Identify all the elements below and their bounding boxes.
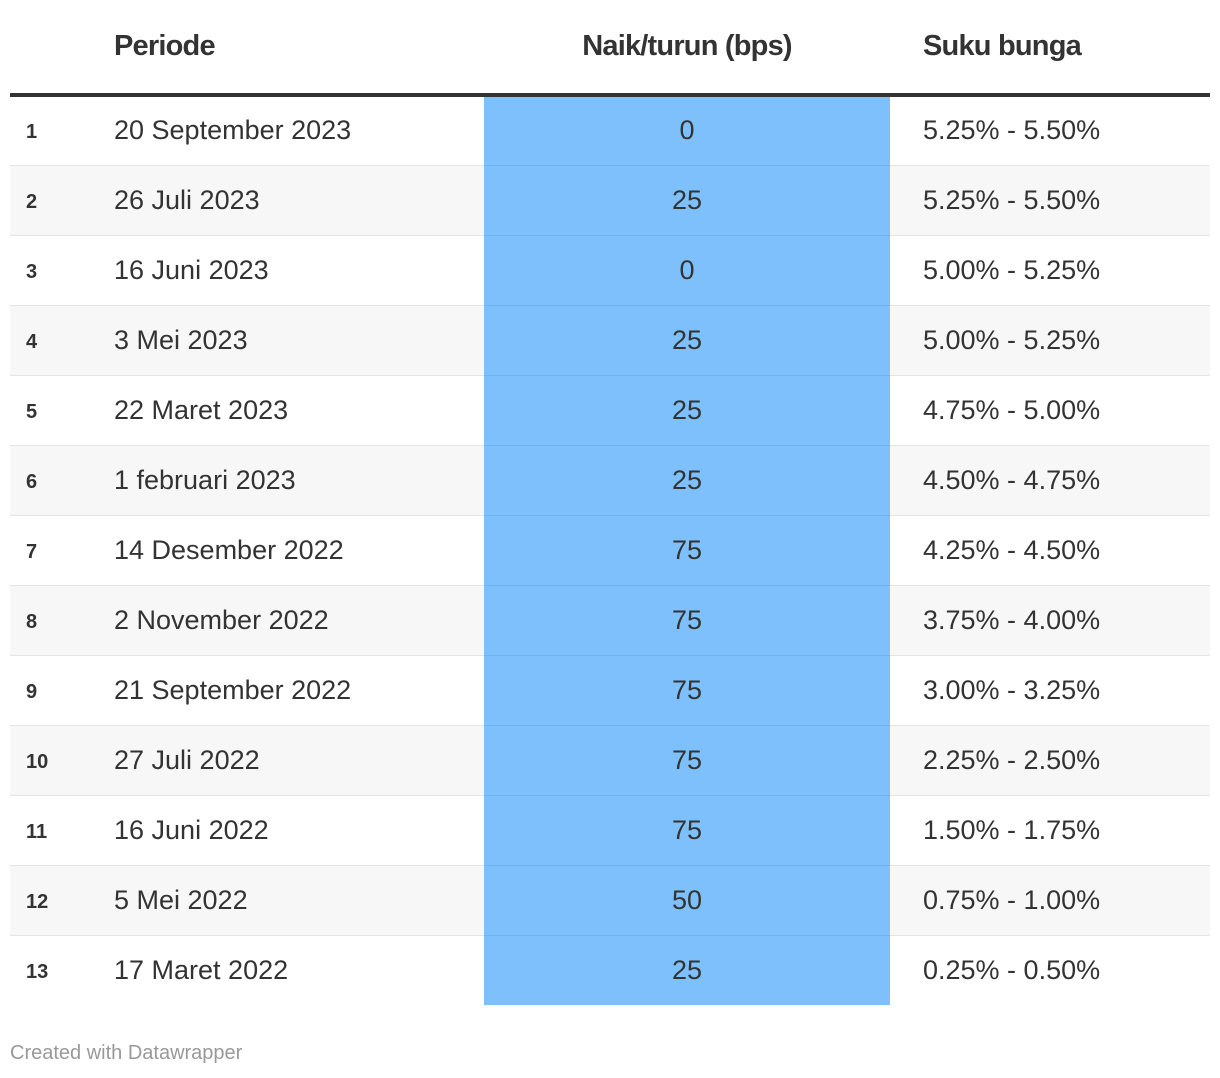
row-change-bps: 25 <box>484 375 890 446</box>
row-period: 2 November 2022 <box>114 585 484 656</box>
row-interest-rate: 4.25% - 4.50% <box>890 515 1210 586</box>
row-period: 16 Juni 2023 <box>114 235 484 306</box>
row-number: 13 <box>26 960 49 983</box>
row-interest-rate: 4.75% - 5.00% <box>890 375 1210 446</box>
row-number: 10 <box>10 725 114 796</box>
row-number: 5 <box>10 375 114 446</box>
row-change-bps: 25 <box>484 935 890 1005</box>
row-period: 26 Juli 2023 <box>114 165 484 236</box>
table-row: 5 22 Maret 2023 25 4.75% - 5.00% <box>10 375 1210 446</box>
row-period: 22 Maret 2023 <box>114 375 484 446</box>
table-row: 13 17 Maret 2022 25 0.25% - 0.50% <box>10 935 1210 1005</box>
rate-table: Periode Naik/turun (bps) Suku bunga 1 20 … <box>10 0 1210 1005</box>
datawrapper-credit: Created with Datawrapper <box>10 1042 243 1064</box>
row-change-bps: 0 <box>484 235 890 306</box>
header-number <box>10 0 114 97</box>
row-period: 5 Mei 2022 <box>114 865 484 936</box>
row-period: 14 Desember 2022 <box>114 515 484 586</box>
table-row: 1 20 September 2023 0 5.25% - 5.50% <box>10 95 1210 166</box>
header-change: Naik/turun (bps) <box>484 0 890 97</box>
row-number: 4 <box>10 305 114 376</box>
row-change-bps: 75 <box>484 515 890 586</box>
row-change-bps: 75 <box>484 655 890 726</box>
row-period: 1 februari 2023 <box>114 445 484 516</box>
row-number: 12 <box>10 865 114 936</box>
row-interest-rate: 5.00% - 5.25% <box>890 305 1210 376</box>
row-interest-rate: 4.50% - 4.75% <box>890 445 1210 516</box>
row-interest-rate: 1.50% - 1.75% <box>890 795 1210 866</box>
row-number: 2 <box>10 165 114 236</box>
row-change-bps: 75 <box>484 725 890 796</box>
table-header: Periode Naik/turun (bps) Suku bunga <box>10 0 1210 97</box>
row-interest-rate: 5.25% - 5.50% <box>890 95 1210 166</box>
row-period: 27 Juli 2022 <box>114 725 484 796</box>
row-number: 6 <box>10 445 114 516</box>
row-period: 3 Mei 2023 <box>114 305 484 376</box>
row-number: 1 <box>10 95 114 166</box>
row-change-bps: 25 <box>484 165 890 236</box>
row-period: 21 September 2022 <box>114 655 484 726</box>
row-change-bps: 0 <box>484 95 890 166</box>
row-period: 17 Maret 2022 <box>114 954 289 985</box>
row-change-bps: 75 <box>484 585 890 656</box>
table-row: 9 21 September 2022 75 3.00% - 3.25% <box>10 655 1210 726</box>
row-change-bps: 25 <box>484 445 890 516</box>
row-change-bps: 50 <box>484 865 890 936</box>
row-interest-rate: 0.25% - 0.50% <box>923 954 1101 985</box>
row-number: 3 <box>10 235 114 306</box>
table-row: 12 5 Mei 2022 50 0.75% - 1.00% <box>10 865 1210 936</box>
row-number: 9 <box>10 655 114 726</box>
row-change-bps: 75 <box>484 795 890 866</box>
row-interest-rate: 5.00% - 5.25% <box>890 235 1210 306</box>
table-row: 2 26 Juli 2023 25 5.25% - 5.50% <box>10 165 1210 236</box>
table-body: 1 20 September 2023 0 5.25% - 5.50% 2 26 Juli… <box>10 95 1210 1005</box>
row-interest-rate: 5.25% - 5.50% <box>890 165 1210 236</box>
row-interest-rate: 3.75% - 4.00% <box>890 585 1210 656</box>
row-interest-rate: 0.75% - 1.00% <box>890 865 1210 936</box>
row-change-bps: 25 <box>484 305 890 376</box>
row-period: 20 September 2023 <box>114 95 484 166</box>
table-row: 10 27 Juli 2022 75 2.25% - 2.50% <box>10 725 1210 796</box>
table-row: 11 16 Juni 2022 75 1.50% - 1.75% <box>10 795 1210 866</box>
row-interest-rate: 3.00% - 3.25% <box>890 655 1210 726</box>
table-row: 3 16 Juni 2023 0 5.00% - 5.25% <box>10 235 1210 306</box>
header-period: Periode <box>114 0 484 97</box>
header-row: Periode Naik/turun (bps) Suku bunga <box>10 0 1210 97</box>
row-number: 11 <box>10 795 114 866</box>
row-number: 7 <box>10 515 114 586</box>
rate-table-container: Periode Naik/turun (bps) Suku bunga 1 20 … <box>10 0 1210 1005</box>
row-number: 8 <box>10 585 114 656</box>
header-rate: Suku bunga <box>890 0 1210 97</box>
row-period: 16 Juni 2022 <box>114 795 484 866</box>
table-row: 7 14 Desember 2022 75 4.25% - 4.50% <box>10 515 1210 586</box>
row-interest-rate: 2.25% - 2.50% <box>890 725 1210 796</box>
